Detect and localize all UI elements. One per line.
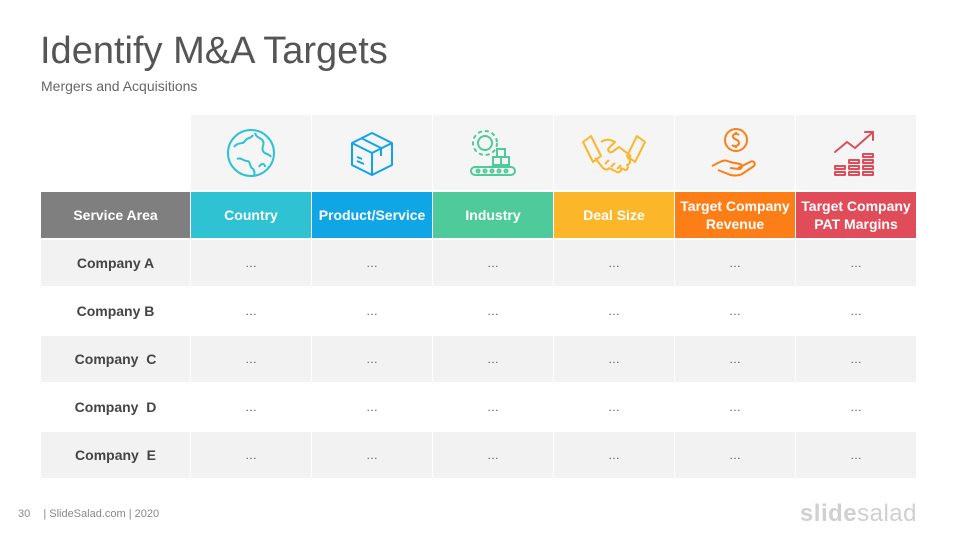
header-industry: Industry: [433, 192, 553, 238]
table-cell: …: [554, 432, 674, 478]
icon-cell-pat: [796, 115, 916, 190]
table-cell: …: [796, 240, 916, 286]
page-subtitle: Mergers and Acquisitions: [41, 78, 198, 94]
table-cell: …: [191, 288, 311, 334]
table-cell: …: [191, 432, 311, 478]
brand-logo: slidesalad: [800, 500, 917, 528]
table-cell: …: [312, 432, 432, 478]
table-cell: …: [796, 288, 916, 334]
table-cell: …: [191, 240, 311, 286]
table-cell: …: [433, 240, 553, 286]
box-icon: [351, 131, 393, 176]
brand-part-1: slide: [799, 500, 858, 527]
table-cell: …: [312, 384, 432, 430]
table-cell: …: [312, 240, 432, 286]
handshake-icon: [582, 134, 646, 173]
page-number: 30: [18, 508, 31, 520]
table-cell: …: [554, 336, 674, 382]
icon-cell-industry: [433, 115, 553, 190]
table-cell: …: [675, 240, 795, 286]
growth-chart-icon: [834, 130, 874, 176]
table-cell: …: [433, 288, 553, 334]
footer-text: | SlideSalad.com | 2020: [43, 508, 160, 520]
icon-cell-revenue: [675, 115, 795, 190]
row-label-company-c: Company C: [41, 336, 190, 382]
row-label-company-d: Company D: [41, 384, 190, 430]
table-cell: …: [675, 336, 795, 382]
header-product-service: Product/Service: [312, 192, 432, 238]
table-cell: …: [191, 336, 311, 382]
targets-table: Service Area Country Product/Service Ind…: [41, 115, 916, 478]
table-cell: …: [312, 336, 432, 382]
header-target-revenue: Target Company Revenue: [675, 192, 795, 238]
factory-gear-icon: [470, 129, 516, 176]
row-label-company-b: Company B: [41, 288, 190, 334]
table-cell: …: [433, 384, 553, 430]
header-country: Country: [191, 192, 311, 238]
table-cell: …: [554, 384, 674, 430]
table-cell: …: [554, 288, 674, 334]
header-target-pat-margins: Target Company PAT Margins: [796, 192, 916, 238]
table-cell: …: [796, 336, 916, 382]
table-cell: …: [796, 432, 916, 478]
table-cell: …: [191, 384, 311, 430]
icon-cell-deal-size: [554, 115, 674, 190]
page-title: Identify M&A Targets: [40, 30, 388, 72]
table-cell: …: [675, 288, 795, 334]
header-service-area: Service Area: [41, 192, 190, 238]
row-label-company-a: Company A: [41, 240, 190, 286]
globe-icon: [227, 128, 275, 177]
table-cell: …: [796, 384, 916, 430]
brand-part-2: salad: [857, 500, 917, 527]
table-cell: …: [675, 432, 795, 478]
table-cell: …: [554, 240, 674, 286]
icon-cell-country: [191, 115, 311, 190]
icon-cell-product: [312, 115, 432, 190]
header-deal-size: Deal Size: [554, 192, 674, 238]
money-hand-icon: [711, 127, 756, 176]
table-cell: …: [675, 384, 795, 430]
icon-row-blank: [41, 115, 190, 190]
table-cell: …: [433, 432, 553, 478]
table-cell: …: [312, 288, 432, 334]
row-label-company-e: Company E: [41, 432, 190, 478]
table-cell: …: [433, 336, 553, 382]
footer: 30 | SlideSalad.com | 2020: [18, 508, 159, 520]
